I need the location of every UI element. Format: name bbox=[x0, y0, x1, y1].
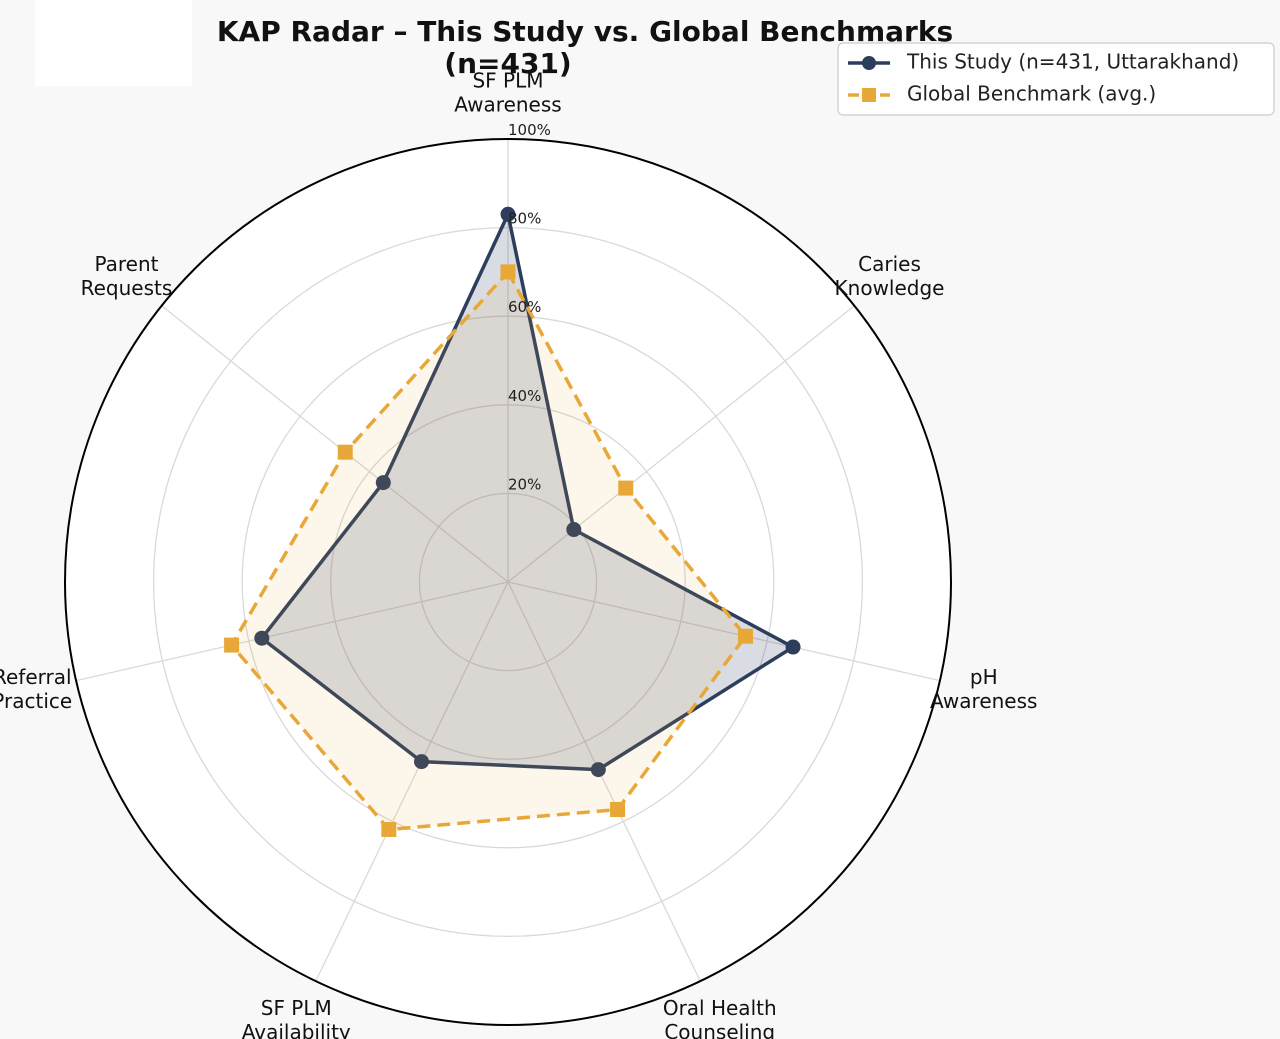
data-point bbox=[375, 475, 391, 491]
series-line bbox=[260, 212, 795, 772]
legend-item-this-study: This Study (n=431, Uttarakhand) bbox=[848, 50, 1239, 74]
data-point bbox=[224, 637, 240, 653]
legend: This Study (n=431, Uttarakhand) Global Be… bbox=[837, 42, 1275, 116]
category-label-line: SF PLM bbox=[472, 69, 543, 93]
series bbox=[224, 206, 801, 837]
tick-label: 80% bbox=[508, 210, 541, 228]
plot-area: 20%40%60%80%100% SF PLMAwarenessCariesKn… bbox=[0, 69, 1037, 1039]
spoke-6 bbox=[161, 305, 509, 583]
spoke-1 bbox=[507, 305, 855, 583]
data-point bbox=[566, 522, 582, 538]
category-label-line: Awareness bbox=[454, 93, 561, 117]
data-point bbox=[337, 444, 353, 460]
legend-frame bbox=[837, 42, 1275, 116]
spoke-4 bbox=[315, 581, 509, 982]
series-this-study bbox=[254, 206, 801, 778]
legend-label: This Study (n=431, Uttarakhand) bbox=[906, 50, 1239, 74]
data-point bbox=[738, 628, 754, 644]
spoke-5 bbox=[75, 581, 509, 682]
chart-subtitle: (n=431) bbox=[444, 47, 571, 80]
category-label-line: Awareness bbox=[930, 689, 1037, 713]
series-area bbox=[261, 214, 793, 770]
legend-label: Global Benchmark (avg.) bbox=[907, 82, 1156, 106]
data-point bbox=[590, 762, 606, 778]
legend-marker bbox=[862, 56, 876, 70]
radial-ticks: 20% 40% 60% 80% 100% bbox=[508, 121, 551, 493]
category-label-line: Referral bbox=[0, 665, 72, 689]
category-label-line: Oral Health bbox=[663, 996, 777, 1020]
category-label-line: Availability bbox=[242, 1020, 351, 1039]
series-area bbox=[231, 271, 746, 830]
legend-marker bbox=[862, 88, 876, 102]
data-point bbox=[500, 206, 516, 222]
series-line bbox=[229, 270, 748, 832]
category-label-line: SF PLM bbox=[261, 996, 332, 1020]
tick-label: 60% bbox=[508, 298, 541, 316]
tick-label: 40% bbox=[508, 387, 541, 405]
data-point bbox=[381, 821, 397, 837]
category-label-line: Counseling bbox=[664, 1020, 775, 1039]
outer-ring bbox=[64, 138, 952, 1026]
spoke-3 bbox=[507, 581, 701, 982]
data-point bbox=[618, 480, 634, 496]
data-point bbox=[254, 630, 270, 646]
tick-label: 20% bbox=[508, 475, 541, 493]
data-point bbox=[610, 802, 626, 818]
category-label-line: pH bbox=[970, 665, 998, 689]
blank-corner bbox=[35, 0, 192, 86]
chart-title: KAP Radar – This Study vs. Global Benchm… bbox=[217, 15, 953, 48]
tick-label: 100% bbox=[508, 121, 551, 139]
category-label-line: Practice bbox=[0, 689, 72, 713]
legend-item-global-benchmark: Global Benchmark (avg.) bbox=[848, 82, 1156, 106]
category-label-line: Caries bbox=[858, 252, 921, 276]
data-point bbox=[500, 264, 516, 280]
axis-labels: SF PLMAwarenessCariesKnowledgepHAwarenes… bbox=[0, 69, 1037, 1039]
grid bbox=[75, 139, 941, 982]
category-label-line: Knowledge bbox=[835, 276, 945, 300]
category-label-line: Requests bbox=[81, 276, 173, 300]
spoke-2 bbox=[507, 581, 941, 682]
category-label-line: Parent bbox=[94, 252, 158, 276]
series-global-benchmark bbox=[224, 264, 754, 837]
data-point bbox=[785, 639, 801, 655]
data-point bbox=[414, 754, 430, 770]
